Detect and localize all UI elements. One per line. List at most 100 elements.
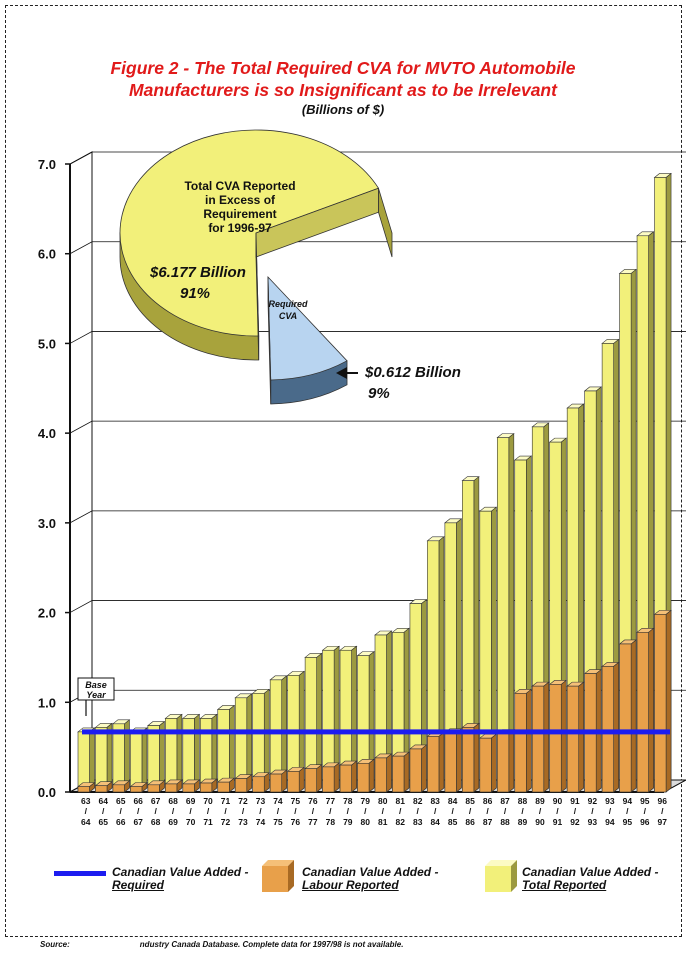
pie-cut-wall-2 — [255, 232, 260, 360]
x-tick-label-top: 91 — [570, 796, 580, 806]
x-tick-label-bottom: 97 — [658, 817, 668, 827]
x-tick-slash: / — [539, 806, 542, 816]
x-tick-slash: / — [102, 806, 105, 816]
y-tick-label: 2.0 — [38, 606, 56, 621]
x-tick-label-bottom: 74 — [256, 817, 266, 827]
x-tick-slash: / — [120, 806, 123, 816]
x-tick-label-bottom: 96 — [640, 817, 650, 827]
bar-face — [566, 685, 580, 793]
bar-face — [95, 785, 108, 793]
bar-face — [409, 748, 422, 793]
bar-total — [478, 506, 498, 793]
bar-total — [147, 720, 166, 793]
bar-total — [356, 651, 375, 793]
pie-title-line: for 1996-97 — [208, 221, 272, 235]
x-tick-slash: / — [347, 806, 350, 816]
bar-face — [252, 776, 265, 793]
bar-face — [392, 755, 405, 793]
source-text: ndustry Canada Database. Complete data f… — [139, 940, 404, 949]
x-tick-slash: / — [591, 806, 594, 816]
bar-face — [217, 781, 230, 793]
x-tick-label-top: 64 — [99, 796, 109, 806]
y-tick-label: 5.0 — [38, 336, 56, 351]
chart-title-line-1: Figure 2 - The Total Required CVA for MV… — [110, 58, 576, 78]
bar-labour — [199, 778, 218, 793]
y-tick-label: 0.0 — [38, 785, 56, 800]
base-year-box — [77, 677, 115, 701]
x-tick-slash: / — [364, 806, 367, 816]
x-tick-label-bottom: 84 — [430, 817, 440, 827]
x-tick-slash: / — [85, 806, 88, 816]
x-tick-label-top: 90 — [553, 796, 563, 806]
pie-main-value: $6.177 Billion — [149, 264, 246, 281]
bar-face — [199, 782, 213, 793]
bar-labour — [147, 780, 166, 793]
x-tick-label-top: 86 — [483, 796, 493, 806]
x-tick-slash: / — [661, 806, 664, 816]
x-tick-label-top: 92 — [588, 796, 598, 806]
bar-labour — [94, 781, 113, 793]
bar-face — [165, 783, 178, 793]
bar-face — [601, 666, 614, 793]
bar-labour — [653, 609, 672, 793]
pie-title-line: Requirement — [203, 207, 276, 221]
x-tick-label-bottom: 78 — [326, 817, 336, 827]
bar-labour — [216, 777, 236, 793]
bar-total — [94, 722, 113, 793]
base-year-label: Year — [86, 690, 106, 700]
bar-face — [636, 632, 649, 793]
x-tick-label-bottom: 92 — [570, 817, 580, 827]
x-tick-label-bottom: 67 — [133, 817, 143, 827]
figure-frame — [5, 5, 682, 937]
x-tick-label-top: 87 — [500, 796, 510, 806]
x-tick-label-top: 66 — [133, 796, 143, 806]
x-tick-label-bottom: 77 — [308, 817, 318, 827]
x-tick-label-bottom: 73 — [238, 817, 248, 827]
bar-labour — [636, 627, 655, 793]
bar-face — [287, 771, 300, 793]
bar-face — [234, 778, 248, 793]
bar-face — [514, 693, 527, 793]
x-tick-label-bottom: 72 — [221, 817, 231, 827]
bar-labour — [374, 753, 393, 793]
bar-labour — [269, 769, 288, 793]
x-tick-label-top: 77 — [326, 796, 336, 806]
bar-face — [77, 786, 90, 793]
chart-subtitle: (Billions of $) — [301, 102, 385, 117]
pie-required-inner-label: Required — [268, 299, 308, 309]
x-tick-label-bottom: 81 — [378, 817, 388, 827]
x-tick-label-top: 76 — [308, 796, 318, 806]
x-tick-label-top: 94 — [623, 796, 633, 806]
x-tick-label-top: 73 — [256, 796, 266, 806]
bar-face — [269, 773, 283, 793]
x-tick-label-top: 74 — [273, 796, 283, 806]
bar-face — [427, 736, 440, 793]
x-tick-label-top: 65 — [116, 796, 126, 806]
bar-labour — [164, 779, 183, 793]
bar-labour — [304, 764, 323, 793]
bar-labour — [391, 751, 410, 793]
x-tick-label-top: 88 — [518, 796, 528, 806]
x-tick-label-top: 83 — [430, 796, 440, 806]
x-tick-label-top: 93 — [605, 796, 615, 806]
legend-swatch-labour — [262, 860, 294, 892]
bar-face — [357, 762, 370, 793]
pie-title-line: Total CVA Reported — [184, 179, 295, 193]
bar-labour — [566, 681, 585, 793]
x-tick-slash: / — [242, 806, 245, 816]
y-tick-label: 6.0 — [38, 247, 56, 262]
bar-labour — [112, 780, 131, 793]
bar-face — [531, 685, 545, 793]
x-tick-label-top: 81 — [396, 796, 406, 806]
pie-required-side — [270, 360, 348, 405]
legend-swatch-required — [54, 871, 106, 876]
bar-face — [619, 643, 632, 793]
bar-total — [374, 630, 393, 793]
x-tick-slash: / — [172, 806, 175, 816]
gridline — [69, 331, 686, 344]
x-tick-label-top: 63 — [81, 796, 91, 806]
pie-title-line: in Excess of — [205, 193, 276, 207]
bar-face — [654, 614, 667, 793]
x-tick-label-top: 70 — [203, 796, 213, 806]
